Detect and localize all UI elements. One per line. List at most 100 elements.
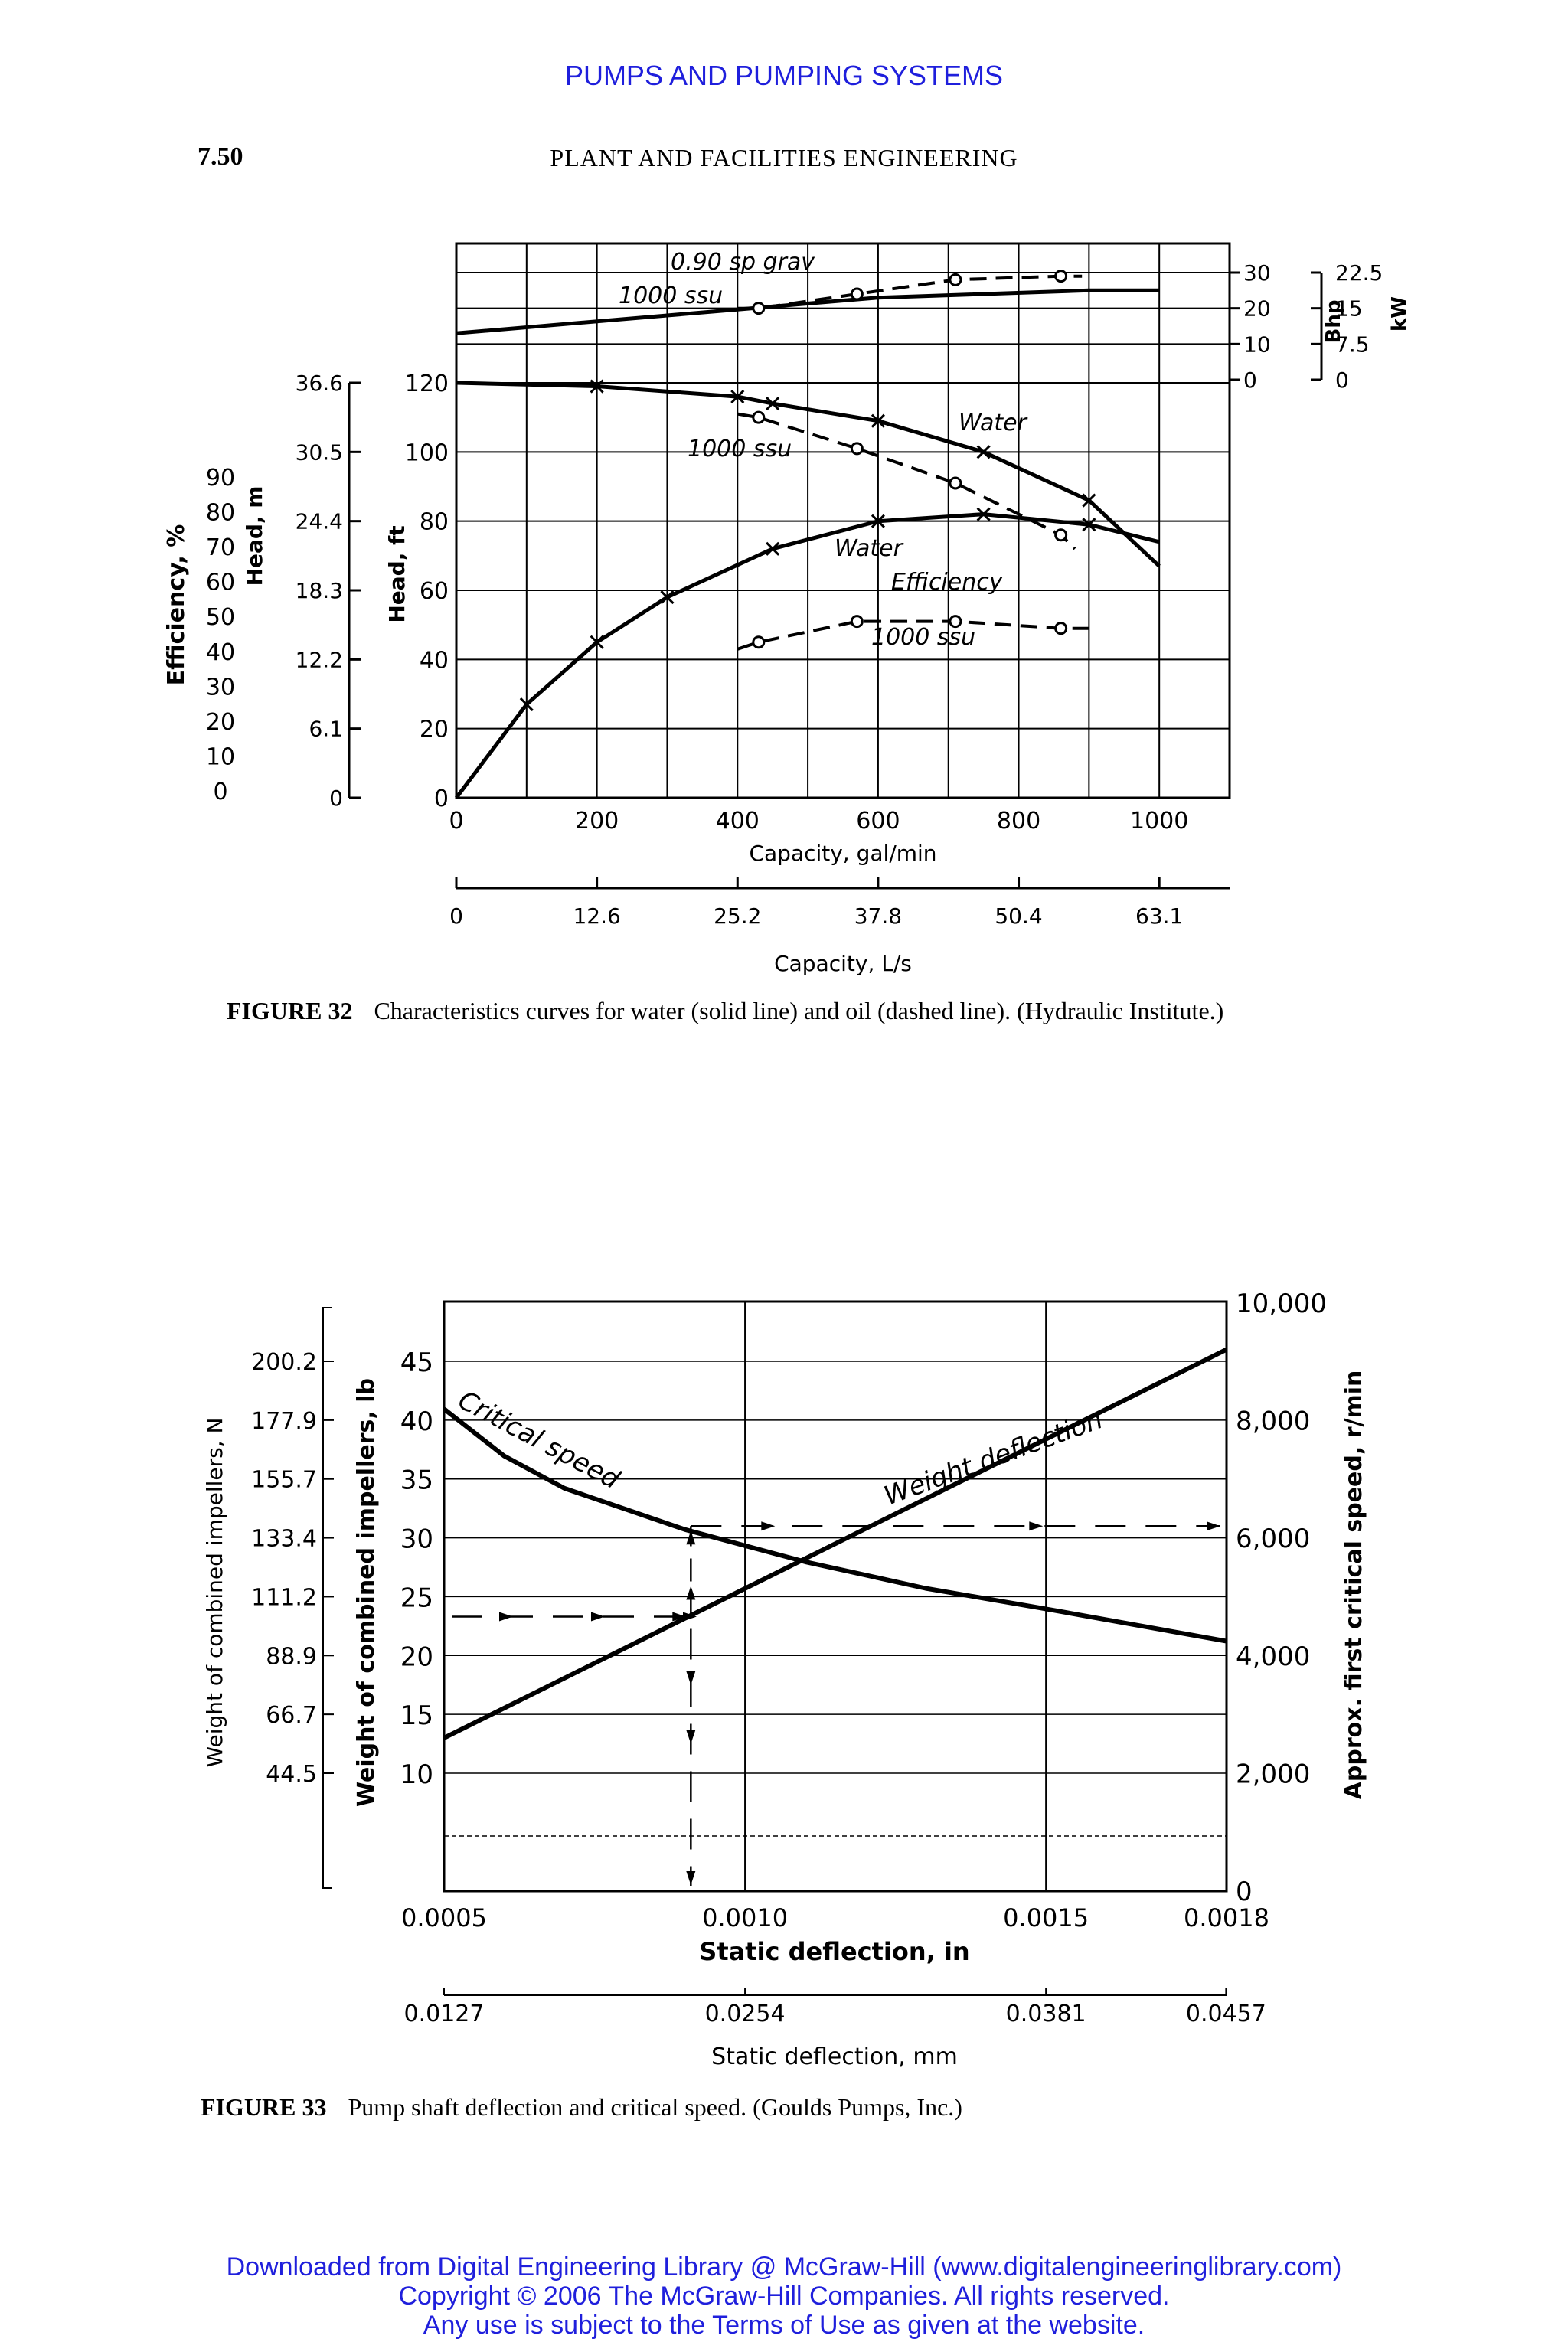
fig32-x2-label: Capacity, L/s (774, 951, 912, 976)
fig32-series-line-0 (456, 381, 1161, 568)
fig32-data-point (1082, 493, 1096, 508)
fig33-x2-tick-label: 0.0254 (705, 2001, 786, 2027)
fig33-rpm-tick-label: 4,000 (1236, 1642, 1310, 1672)
fig32-bhp-tick-label: 30 (1243, 260, 1271, 286)
fig33-arrowhead (499, 1612, 513, 1622)
fig32-x-tick-label: 200 (575, 808, 619, 835)
fig32-kw-label: kW (1388, 296, 1411, 332)
fig33-rpm-tick-label: 6,000 (1236, 1524, 1310, 1554)
fig33-rpm-tick-label: 2,000 (1236, 1759, 1310, 1789)
fig32-x2-tick-label: 12.6 (573, 903, 620, 929)
fig32-data-point (1054, 270, 1068, 283)
fig32-data-point (590, 635, 604, 649)
footer-line-1: Downloaded from Digital Engineering Libr… (226, 2252, 1342, 2282)
fig32-x2-tick-label: 37.8 (854, 903, 902, 929)
figure-32-caption: FIGURE 32 Characteristics curves for wate… (227, 994, 1344, 1027)
figure-33-caption-label: FIGURE 33 (201, 2093, 327, 2121)
fig33-x-tick-label: 0.0005 (401, 1903, 487, 1932)
fig33-lb-tick-label: 30 (400, 1524, 433, 1555)
fig33-arrowhead (1029, 1521, 1044, 1531)
fig33-arrowhead (761, 1521, 776, 1531)
running-title: PLANT AND FACILITIES ENGINEERING (550, 144, 1018, 172)
fig32-data-point (590, 379, 604, 394)
fig32-eff-water-label: Water (835, 535, 904, 562)
figure-32-caption-label: FIGURE 32 (227, 997, 353, 1024)
fig33-arrowhead (686, 1671, 696, 1685)
fig33-n-tick-label: 200.2 (251, 1349, 317, 1376)
figure-32-caption-text: Characteristics curves for water (solid … (374, 997, 1224, 1024)
fig32-data-point (1082, 518, 1096, 532)
footer-line-3: Any use is subject to the Terms of Use a… (423, 2311, 1145, 2340)
fig33-arrowhead (686, 1530, 696, 1545)
fig32-head-ft-tick-label: 100 (405, 439, 449, 466)
fig33-arrowhead (686, 1730, 696, 1744)
fig33-arrowhead (686, 1871, 696, 1885)
figure-33-caption-text: Pump shaft deflection and critical speed… (348, 2093, 962, 2121)
fig32-data-point (871, 514, 885, 528)
fig33-n-tick-label: 66.7 (266, 1702, 317, 1729)
fig32-data-point (1054, 528, 1068, 542)
fig33-x-tick-label: 0.0015 (1003, 1903, 1089, 1932)
fig32-head-ft-tick-label: 40 (420, 647, 449, 674)
fig32-bhp-tick-label: 20 (1243, 296, 1271, 322)
fig32-head-m-tick-label: 0 (329, 786, 343, 811)
fig32-efficiency-tick-label: 70 (206, 534, 235, 561)
fig32-series-line-4 (456, 288, 1160, 335)
fig32-head-m-tick-label: 6.1 (309, 717, 343, 742)
fig32-oil-spec-2: 1000 ssu (619, 283, 723, 309)
fig32-efficiency-tick-label: 90 (206, 465, 235, 492)
fig32-data-point (660, 590, 675, 605)
fig32-data-point (976, 445, 991, 459)
fig33-rpm-tick-label: 10,000 (1236, 1289, 1327, 1319)
fig32-data-point (850, 442, 864, 456)
fig33-arrowhead (683, 1612, 697, 1622)
fig33-right-label: Approx. first critical speed, r/min (1341, 1370, 1367, 1800)
fig32-x2-tick-label: 0 (449, 903, 463, 929)
fig33-x-tick-label: 0.0010 (702, 1903, 788, 1932)
fig32-efficiency-tick-label: 80 (206, 500, 235, 527)
fig32-efficiency-tick-label: 30 (206, 674, 235, 701)
fig32-head-m-tick-label: 24.4 (296, 509, 343, 534)
fig32-head-m-tick-label: 30.5 (296, 439, 343, 465)
fig33-n-tick-label: 133.4 (251, 1526, 317, 1553)
fig32-head-m-label: Head, m (242, 486, 267, 586)
figure-33-caption: FIGURE 33 Pump shaft deflection and criti… (201, 2090, 1349, 2124)
fig32-x-tick-label: 600 (856, 808, 900, 835)
fig32-kw-tick-label: 15 (1335, 296, 1363, 322)
fig33-x2-tick-label: 0.0127 (404, 2001, 485, 2027)
page-number: 7.50 (198, 142, 243, 171)
fig33-lb-tick-label: 40 (400, 1406, 433, 1437)
fig33-rpm-tick-label: 8,000 (1236, 1406, 1310, 1437)
fig32-efficiency-tick-label: 10 (206, 743, 235, 770)
fig33-n-axis (322, 1307, 332, 1889)
fig32-data-point (949, 476, 962, 490)
fig32-efficiency-label: Efficiency, % (163, 524, 190, 686)
fig33-n-tick-label: 155.7 (251, 1467, 317, 1494)
fig33-series-line-1 (443, 1347, 1228, 1740)
fig32-data-point (519, 697, 534, 712)
fig32-data-point (766, 541, 780, 556)
fig33-n-tick-label: 88.9 (266, 1643, 317, 1670)
fig32-x2-tick-label: 63.1 (1135, 903, 1183, 929)
fig32-head-m-tick-label: 18.3 (296, 578, 343, 603)
fig33-arrowhead (686, 1586, 696, 1600)
fig32-head-ft-tick-label: 20 (420, 717, 449, 743)
fig33-lb-tick-label: 10 (400, 1759, 433, 1790)
fig33-left-lb-label: Weight of combined impellers, lb (353, 1378, 380, 1807)
fig32-efficiency-tick-label: 40 (206, 639, 235, 666)
fig33-x2-tick-label: 0.0381 (1006, 2001, 1086, 2027)
fig32-data-point (949, 273, 962, 286)
fig33-x-label: Static deflection, in (699, 1937, 969, 1966)
fig32-eff-oil-label: 1000 ssu (871, 624, 975, 651)
fig32-head-oil-label: 1000 ssu (688, 436, 792, 462)
fig32-data-point (730, 390, 745, 404)
fig33-lb-tick-label: 20 (400, 1642, 433, 1672)
fig32-efficiency-tick-label: 50 (206, 604, 235, 631)
fig32-data-point (976, 507, 991, 521)
fig32-head-m-tick-label: 12.2 (296, 647, 343, 672)
fig33-arrowhead (591, 1612, 605, 1622)
fig33-lb-tick-label: 45 (400, 1348, 433, 1378)
fig32-oil-spec-1: 0.90 sp grav (671, 249, 815, 276)
fig32-x-tick-label: 800 (997, 808, 1040, 835)
